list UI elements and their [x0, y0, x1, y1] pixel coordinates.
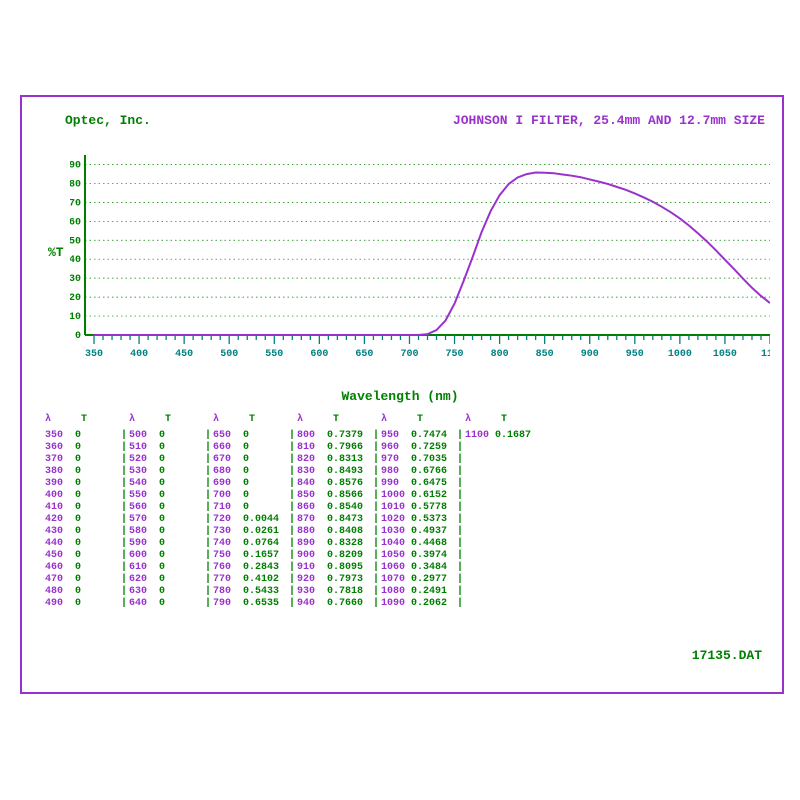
svg-text:60: 60 [70, 217, 81, 228]
svg-text:450: 450 [175, 349, 193, 360]
svg-text:10: 10 [70, 312, 81, 323]
x-axis-label: Wavelength (nm) [341, 389, 458, 404]
data-table: λ Tλ Tλ Tλ Tλ Tλ T3500|5000|6500|8000.73… [45, 414, 541, 610]
svg-text:1000: 1000 [668, 349, 692, 360]
svg-text:0: 0 [75, 331, 81, 342]
svg-text:800: 800 [491, 349, 509, 360]
svg-text:650: 650 [355, 349, 373, 360]
chart-title: JOHNSON I FILTER, 25.4mm AND 12.7mm SIZE [453, 113, 765, 128]
svg-text:110: 110 [761, 349, 770, 360]
svg-text:750: 750 [446, 349, 464, 360]
svg-text:90: 90 [70, 160, 81, 171]
svg-text:600: 600 [310, 349, 328, 360]
svg-text:950: 950 [626, 349, 644, 360]
company-label: Optec, Inc. [65, 113, 151, 128]
svg-text:70: 70 [70, 198, 81, 209]
svg-text:350: 350 [85, 349, 103, 360]
svg-text:30: 30 [70, 274, 81, 285]
footer-filename: 17135.DAT [692, 648, 762, 663]
svg-text:20: 20 [70, 293, 81, 304]
transmission-chart: 0 10 20 30 40 50 60 70 80 90 350 400 450 500 550 600 650… [70, 150, 770, 365]
svg-text:900: 900 [581, 349, 599, 360]
svg-text:40: 40 [70, 255, 81, 266]
svg-text:1050: 1050 [713, 349, 737, 360]
svg-text:500: 500 [220, 349, 238, 360]
svg-text:400: 400 [130, 349, 148, 360]
svg-text:700: 700 [400, 349, 418, 360]
svg-text:850: 850 [536, 349, 554, 360]
y-axis-label: %T [48, 245, 64, 260]
svg-text:550: 550 [265, 349, 283, 360]
svg-text:50: 50 [70, 236, 81, 247]
svg-text:80: 80 [70, 179, 81, 190]
